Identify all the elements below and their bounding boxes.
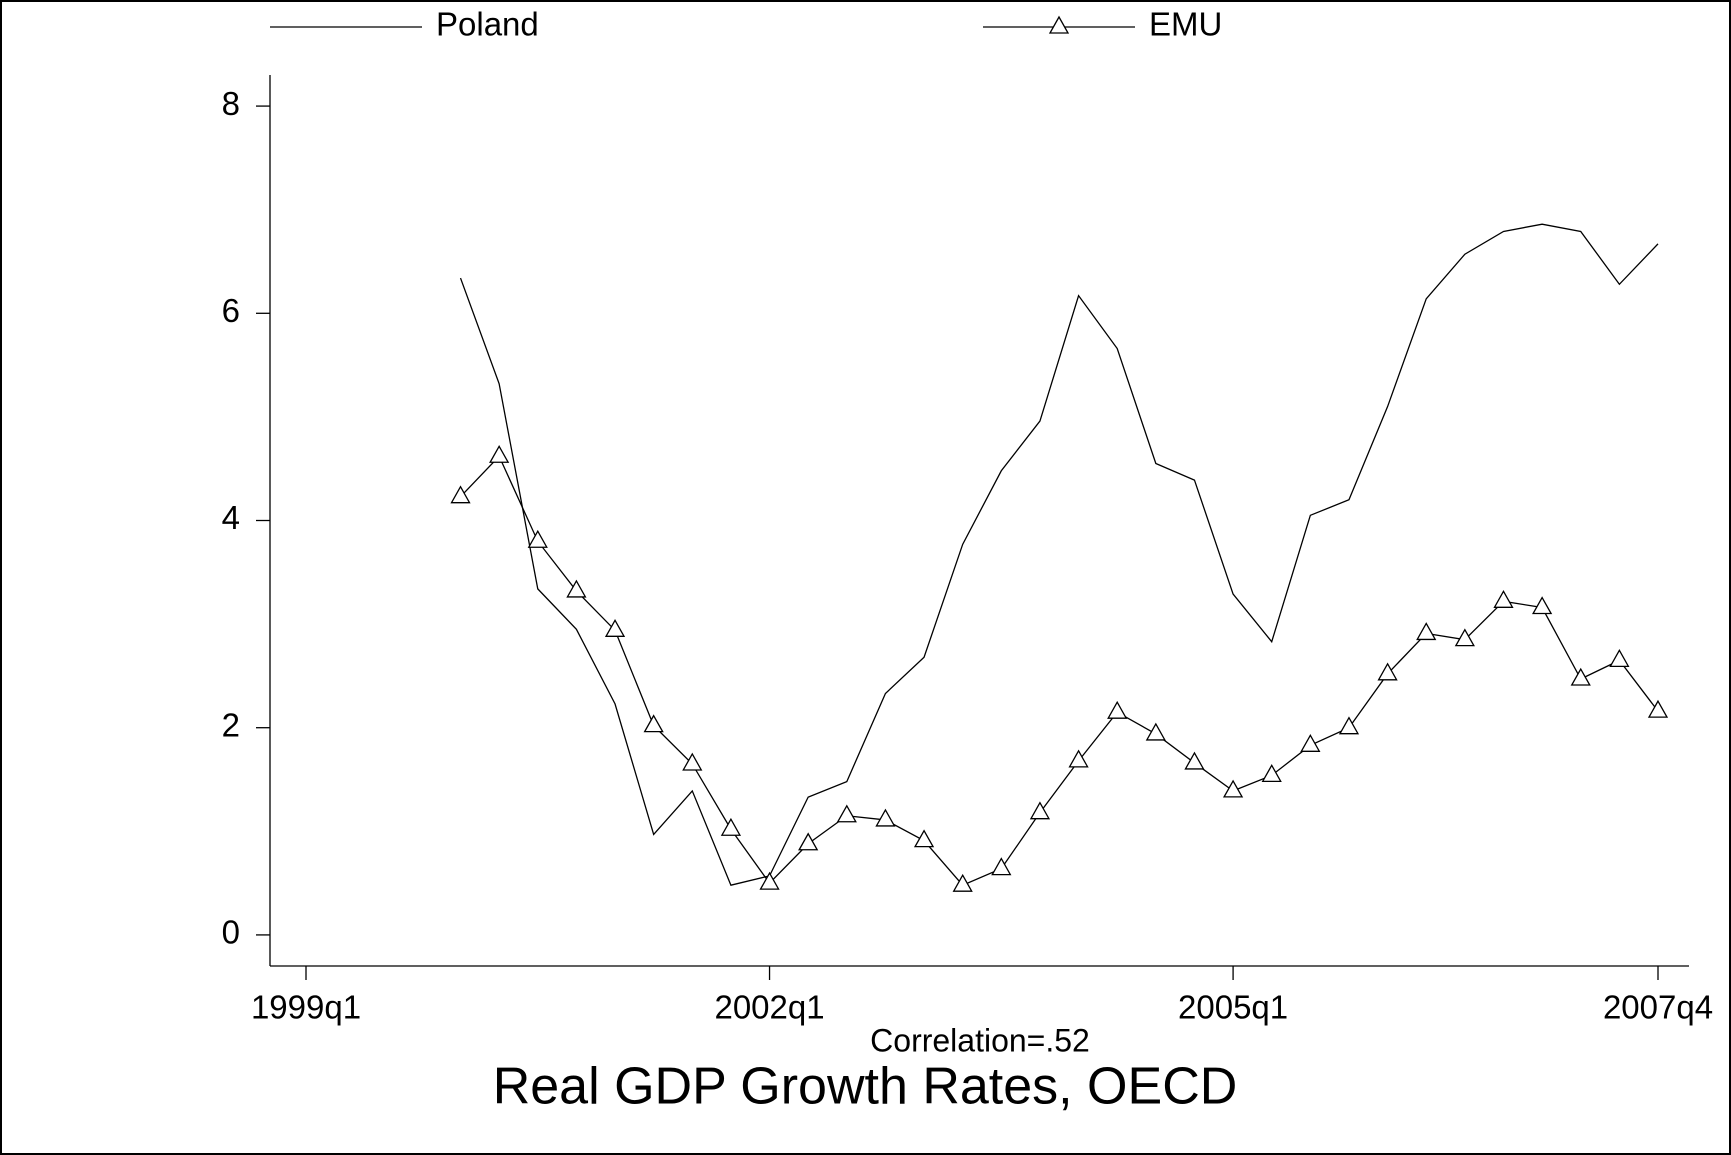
x-tick-label: 1999q1	[251, 989, 361, 1026]
x-tick-label: 2007q4	[1603, 989, 1713, 1026]
marker	[1261, 764, 1282, 783]
marker	[1184, 751, 1205, 770]
marker	[991, 857, 1012, 876]
y-tick-label: 8	[222, 85, 240, 122]
marker	[836, 804, 857, 823]
x-tick-label: 2005q1	[1178, 989, 1288, 1026]
y-tick-label: 4	[222, 499, 240, 536]
chart-title: Real GDP Growth Rates, OECD	[493, 1058, 1238, 1116]
marker	[720, 817, 742, 836]
y-tick-label: 0	[222, 914, 240, 951]
x-tick-label: 2002q1	[714, 989, 824, 1026]
series-line	[460, 455, 1659, 886]
series-line	[459, 223, 1659, 886]
legend-label: Poland	[436, 6, 539, 43]
marker	[1338, 716, 1360, 735]
marker	[527, 529, 548, 548]
legend-marker	[1048, 15, 1070, 34]
marker	[875, 808, 896, 827]
marker	[1222, 779, 1244, 798]
marker	[1531, 596, 1553, 615]
y-tick-label: 6	[222, 292, 240, 329]
marker	[1570, 667, 1591, 686]
y-tick-label: 2	[222, 706, 240, 743]
marker	[952, 873, 973, 892]
annotation: Correlation=.52	[870, 1022, 1090, 1058]
marker	[682, 752, 703, 771]
marker	[1493, 589, 1514, 608]
marker	[489, 444, 510, 463]
marker	[566, 579, 587, 598]
marker	[798, 832, 819, 851]
marker	[1300, 733, 1321, 752]
marker	[1416, 622, 1437, 641]
legend-label: EMU	[1149, 6, 1222, 43]
marker	[450, 485, 471, 504]
marker	[1145, 722, 1166, 741]
marker	[1609, 649, 1630, 668]
marker	[643, 714, 664, 733]
marker	[1029, 801, 1051, 820]
marker	[1068, 749, 1089, 768]
marker	[913, 829, 935, 848]
marker	[604, 618, 626, 637]
marker	[1647, 699, 1669, 718]
marker	[1454, 628, 1475, 647]
marker	[1107, 700, 1128, 719]
marker	[759, 871, 780, 890]
marker	[1377, 662, 1398, 681]
